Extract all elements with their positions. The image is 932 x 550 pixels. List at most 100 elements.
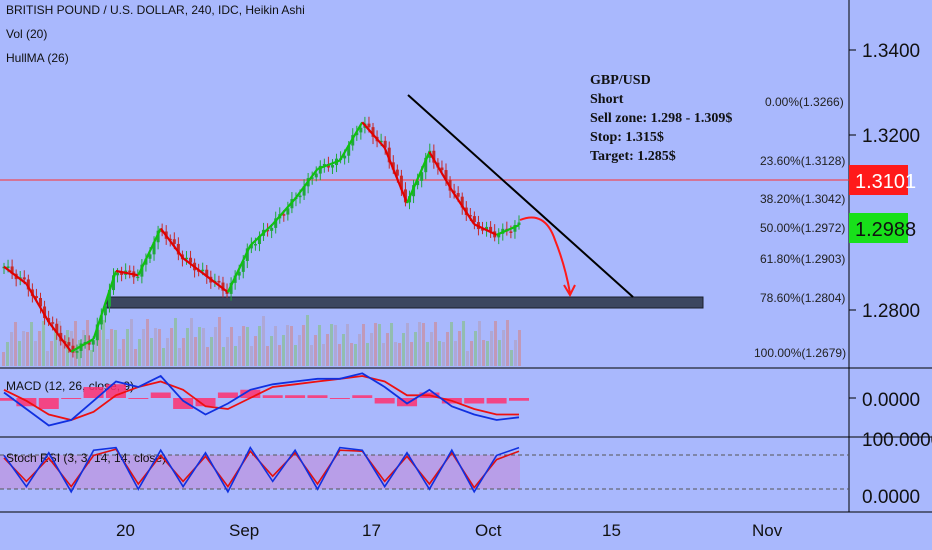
price-badge-red: 1.3101 xyxy=(849,165,916,195)
candle-body xyxy=(509,231,513,233)
volume-bar xyxy=(418,322,421,366)
volume-bar xyxy=(190,318,193,366)
macd-histogram-bar xyxy=(262,395,283,398)
candle-body xyxy=(116,272,120,276)
candle-body xyxy=(10,266,14,274)
candle-body xyxy=(497,233,501,238)
volume-bar xyxy=(294,345,297,366)
x-tick-label: 20 xyxy=(116,521,135,540)
volume-bar xyxy=(218,317,221,366)
macd-signal-line xyxy=(3,375,519,421)
candle-body xyxy=(322,163,326,166)
candle-body xyxy=(472,216,476,223)
volume-bar xyxy=(10,332,13,366)
annotation-line: Stop: 1.315$ xyxy=(590,130,664,145)
volume-bar xyxy=(318,325,321,366)
volume-bar xyxy=(506,320,509,366)
candle-body xyxy=(217,280,221,283)
volume-bar xyxy=(426,342,429,366)
hullma-segment xyxy=(496,224,520,236)
annotation-line: GBP/USD xyxy=(590,73,651,88)
volume-bar xyxy=(454,341,457,366)
volume-bar xyxy=(18,341,21,366)
candle-body xyxy=(359,127,363,133)
volume-bar xyxy=(518,330,521,366)
fib-label: 61.80%(1.2903) xyxy=(760,252,845,266)
candle-body xyxy=(444,170,448,181)
hullma-segment xyxy=(47,321,73,353)
candle-body xyxy=(379,140,383,143)
volume-bar xyxy=(22,331,25,366)
hullma-segment xyxy=(338,121,364,162)
volume-bar xyxy=(206,347,209,366)
volume-bar xyxy=(154,328,157,366)
volume-bar xyxy=(274,326,277,366)
volume-bar xyxy=(386,333,389,366)
candle-body xyxy=(103,306,107,316)
macd-histogram-bar xyxy=(150,392,171,398)
stoch-k-line xyxy=(3,446,520,494)
macd-histogram-bar xyxy=(105,384,126,398)
macd-line xyxy=(3,372,520,427)
volume-bar xyxy=(186,328,189,366)
candle-body xyxy=(55,323,59,333)
candle-body xyxy=(111,275,115,291)
volume-bar xyxy=(490,331,493,366)
volume-bar xyxy=(382,343,385,366)
candle-body xyxy=(468,215,472,217)
price-badge-text: 1.2988 xyxy=(855,219,916,241)
volume-bar xyxy=(138,339,141,366)
volume-bar xyxy=(234,346,237,366)
macd-histogram-bar xyxy=(61,398,82,399)
candle-body xyxy=(128,270,132,273)
volume-bar xyxy=(118,349,121,366)
volume-bar xyxy=(298,335,301,366)
volume-bar xyxy=(402,333,405,366)
annotation-line: Short xyxy=(590,92,624,107)
hullma-segment xyxy=(182,257,207,277)
macd-histogram-bar xyxy=(0,398,14,401)
volume-bar xyxy=(78,340,81,366)
volume-bar xyxy=(210,337,213,366)
volume-bar xyxy=(134,349,137,366)
stoch-tick-label: 0.0000 xyxy=(862,487,920,508)
stoch-series xyxy=(3,446,520,494)
hullma-segment xyxy=(159,227,185,259)
volume-bar xyxy=(42,321,45,366)
hullma-segment xyxy=(137,228,162,276)
volume-bar xyxy=(250,346,253,366)
volume-bar xyxy=(310,345,313,366)
volume-bar xyxy=(98,330,101,366)
macd-histogram-bar xyxy=(509,398,529,401)
annotation-line: Sell zone: 1.298 - 1.309$ xyxy=(590,111,732,126)
volume-bar xyxy=(82,330,85,366)
volume-bar xyxy=(126,329,129,366)
candle-body xyxy=(367,123,371,128)
volume-bar xyxy=(174,318,177,366)
volume-bar xyxy=(446,332,449,366)
candle-body xyxy=(34,296,38,298)
candle-body xyxy=(314,173,318,178)
x-tick-label: 15 xyxy=(602,521,621,540)
candle-body xyxy=(343,155,347,159)
volume-bar xyxy=(246,327,249,366)
macd-histogram-bar xyxy=(217,392,238,398)
volume-bar xyxy=(406,323,409,366)
fib-label: 38.20%(1.3042) xyxy=(760,192,845,206)
macd-histogram-bar xyxy=(307,395,328,398)
candle-body xyxy=(420,172,424,181)
trend-line xyxy=(407,94,634,298)
volume-bar xyxy=(202,328,205,366)
volume-bar xyxy=(354,344,357,366)
hullma-segment xyxy=(249,223,274,247)
hullma-segment xyxy=(317,159,341,171)
volume-bar xyxy=(170,328,173,366)
candle-body xyxy=(456,193,460,197)
volume-bar xyxy=(302,325,305,366)
volume-bar xyxy=(46,351,49,366)
volume-bar xyxy=(6,342,9,366)
candle-body xyxy=(432,150,436,163)
candle-body xyxy=(249,244,253,249)
hullma-segment xyxy=(92,270,118,340)
volume-bar xyxy=(438,341,441,366)
